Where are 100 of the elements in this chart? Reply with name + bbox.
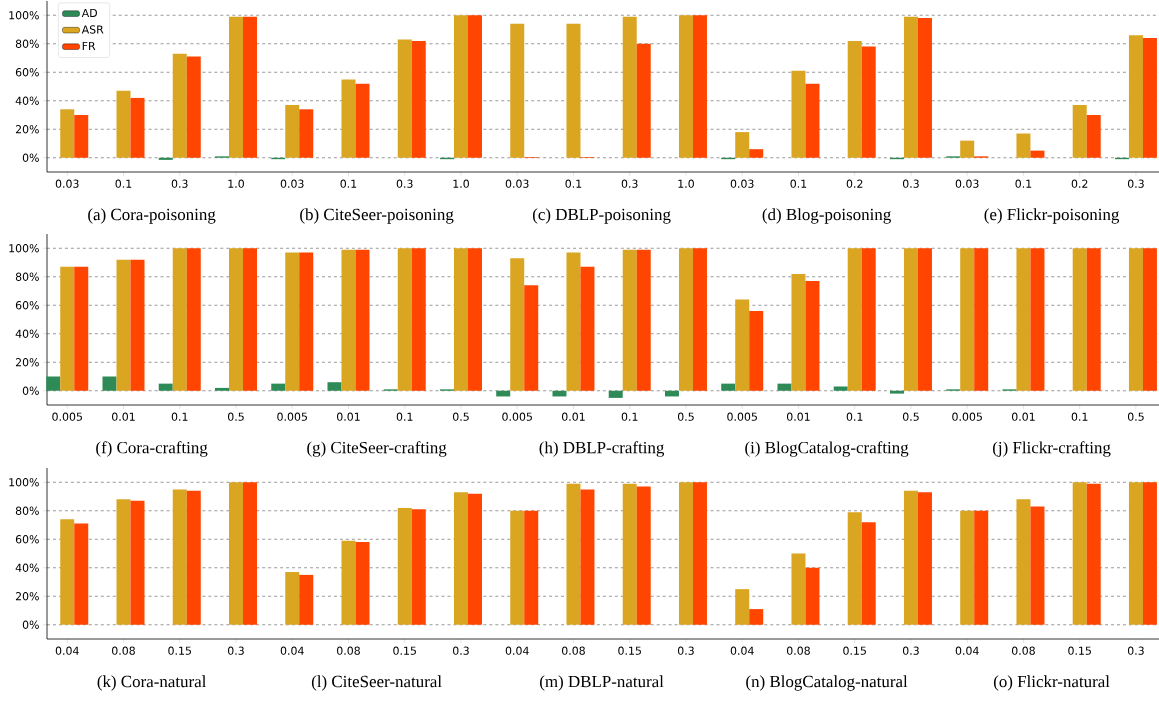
bar bbox=[453, 492, 468, 625]
bar bbox=[411, 509, 426, 625]
bar bbox=[74, 266, 89, 391]
bar bbox=[636, 43, 651, 158]
x-tick-label: 0.3 bbox=[677, 646, 694, 655]
bar bbox=[692, 482, 707, 625]
bar bbox=[735, 589, 750, 625]
bar bbox=[397, 248, 412, 391]
x-tick-label: 0.08 bbox=[786, 646, 810, 655]
x-tick-label: 0.15 bbox=[618, 646, 641, 655]
bar bbox=[749, 310, 764, 391]
x-tick-label: 0.3 bbox=[1127, 646, 1144, 655]
bar bbox=[242, 16, 257, 158]
x-tick-label: 0.1 bbox=[171, 412, 188, 421]
bar bbox=[60, 266, 75, 391]
x-tick-label: 0.3 bbox=[396, 179, 413, 188]
x-tick-label: 0.5 bbox=[902, 412, 919, 421]
bar bbox=[805, 83, 820, 158]
bar bbox=[692, 248, 707, 391]
x-tick-label: 0.5 bbox=[452, 412, 469, 421]
bar bbox=[917, 18, 932, 158]
bar bbox=[285, 252, 300, 391]
bar bbox=[467, 15, 482, 158]
bar bbox=[158, 383, 173, 391]
y-tick-label: 0% bbox=[22, 386, 39, 395]
bar bbox=[622, 483, 637, 625]
y-tick-label: 20% bbox=[15, 358, 39, 367]
bar bbox=[608, 390, 623, 398]
y-tick-label: 40% bbox=[15, 563, 39, 572]
bar bbox=[566, 23, 581, 158]
bar bbox=[1072, 248, 1087, 391]
x-tick-label: 0.2 bbox=[846, 179, 863, 188]
x-tick-label: 0.2 bbox=[1071, 179, 1088, 188]
x-tick-label: 0.15 bbox=[1068, 646, 1091, 655]
legend-label: AD bbox=[81, 8, 97, 17]
y-tick-label: 0% bbox=[22, 620, 39, 629]
bar bbox=[355, 83, 370, 158]
bar bbox=[130, 97, 145, 158]
x-tick-label: 0.005 bbox=[952, 412, 982, 421]
text: (k) Cora-natural bbox=[97, 675, 207, 691]
bar bbox=[903, 16, 918, 158]
x-tick-label: 0.1 bbox=[790, 179, 807, 188]
x-tick-label: 0.3 bbox=[171, 179, 188, 188]
bar bbox=[777, 383, 792, 391]
bar bbox=[622, 16, 637, 158]
bar bbox=[692, 15, 707, 158]
bar bbox=[74, 115, 89, 158]
bar bbox=[974, 510, 989, 625]
bar bbox=[678, 248, 693, 391]
bar bbox=[116, 259, 131, 391]
bar bbox=[172, 248, 187, 391]
bar bbox=[1030, 506, 1045, 625]
y-tick-label: 0% bbox=[22, 153, 39, 162]
bar bbox=[1086, 115, 1101, 158]
bar bbox=[299, 574, 314, 625]
bar bbox=[524, 285, 539, 391]
bar bbox=[397, 507, 412, 625]
text: (m) DBLP-natural bbox=[540, 675, 664, 691]
x-tick-label: 0.03 bbox=[955, 179, 979, 188]
bar bbox=[791, 553, 806, 625]
bar bbox=[467, 248, 482, 391]
text: (n) BlogCatalog-natural bbox=[746, 675, 908, 691]
y-tick-label: 60% bbox=[15, 301, 39, 310]
y-tick-label: 100% bbox=[9, 11, 39, 20]
x-tick-label: 0.3 bbox=[621, 179, 638, 188]
bar bbox=[453, 248, 468, 391]
bar bbox=[74, 523, 89, 625]
x-tick-label: 0.3 bbox=[902, 646, 919, 655]
bar bbox=[1128, 248, 1143, 391]
x-tick-label: 0.1 bbox=[1015, 179, 1032, 188]
bar bbox=[186, 490, 201, 625]
legend-label: ASR bbox=[81, 25, 104, 34]
text: (a) Cora-poisoning bbox=[88, 208, 216, 224]
bar bbox=[172, 53, 187, 158]
x-tick-label: 0.15 bbox=[393, 646, 416, 655]
y-tick-label: 100% bbox=[9, 478, 39, 487]
bar bbox=[566, 252, 581, 391]
bar bbox=[355, 249, 370, 391]
bar bbox=[1142, 248, 1157, 391]
y-tick-label: 40% bbox=[15, 96, 39, 105]
bar bbox=[889, 390, 904, 394]
bar bbox=[1016, 499, 1031, 625]
bar bbox=[791, 273, 806, 391]
bar bbox=[1142, 38, 1157, 158]
bar bbox=[130, 500, 145, 625]
bar bbox=[861, 248, 876, 391]
bar bbox=[46, 376, 61, 391]
x-tick-label: 0.1 bbox=[621, 412, 638, 421]
bar bbox=[397, 39, 412, 158]
x-tick-label: 0.03 bbox=[280, 179, 304, 188]
bar bbox=[60, 109, 75, 158]
bar bbox=[510, 510, 525, 625]
bar bbox=[580, 266, 595, 391]
bar bbox=[861, 522, 876, 625]
x-tick-label: 0.01 bbox=[337, 412, 360, 421]
bar bbox=[299, 252, 314, 391]
bar bbox=[116, 499, 131, 625]
bar bbox=[1086, 483, 1101, 625]
bar bbox=[1072, 482, 1087, 625]
x-tick-label: 0.15 bbox=[843, 646, 866, 655]
